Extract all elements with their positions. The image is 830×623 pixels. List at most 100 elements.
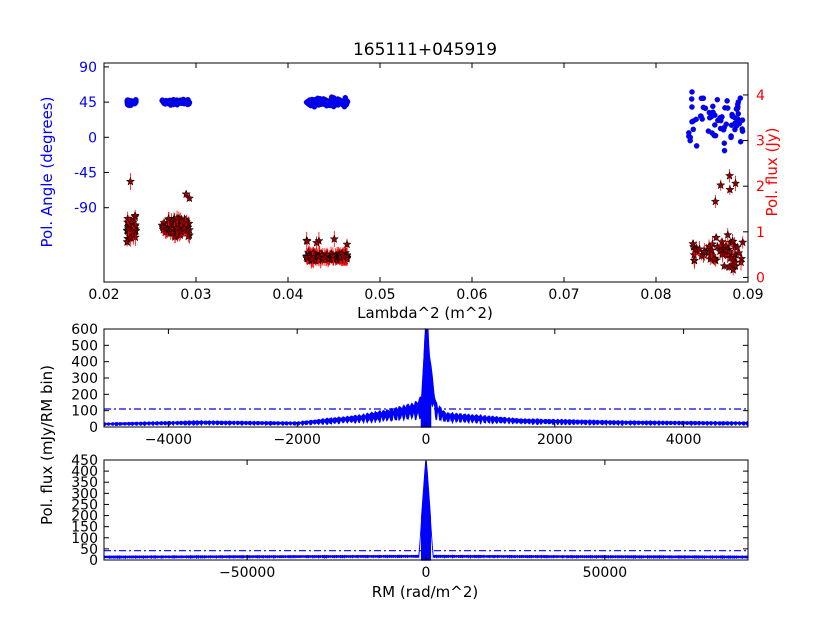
angle-point: [712, 122, 718, 128]
flux-point: [339, 251, 349, 260]
flux-point: [163, 213, 174, 223]
flux-point: [181, 189, 191, 199]
angle-point: [714, 96, 721, 103]
angle-point: [316, 101, 323, 107]
flux-point: [716, 241, 726, 251]
flux-point: [689, 255, 700, 265]
flux-point: [732, 242, 742, 252]
left-y-tick-label: 0: [88, 130, 97, 146]
angle-point: [328, 99, 334, 105]
angle-point: [728, 122, 735, 128]
flux-point: [311, 237, 322, 247]
angle-point: [699, 116, 705, 122]
x-tick-label: 0.02: [88, 287, 119, 303]
flux-point: [728, 236, 738, 246]
angle-point: [735, 118, 741, 124]
angle-point: [700, 104, 707, 111]
y-tick-label: 0: [89, 553, 98, 569]
left-y-tick-label: 45: [79, 95, 97, 111]
flux-point: [734, 248, 744, 257]
flux-point: [167, 228, 177, 238]
x-tick-label: 50000: [583, 565, 628, 581]
angle-point: [737, 138, 744, 145]
angle-point: [690, 126, 697, 133]
left-y-axis-label: Pol. Angle (degrees): [38, 97, 56, 248]
x-tick-label: 2000: [537, 432, 573, 448]
angle-point: [688, 96, 695, 102]
angle-point: [689, 118, 695, 125]
y-tick-label: 100: [71, 404, 98, 420]
y-tick-label: 400: [71, 355, 98, 371]
flux-point: [123, 223, 134, 233]
angle-point: [170, 100, 177, 107]
flux-point: [183, 231, 193, 241]
x-axis-label: Lambda^2 (m^2): [357, 304, 493, 322]
flux-point: [329, 234, 339, 244]
angle-point: [721, 147, 728, 154]
y-tick-label: 100: [71, 531, 98, 547]
flux-point: [130, 210, 140, 220]
angle-point: [706, 109, 713, 116]
flux-point: [302, 236, 312, 246]
flux-point: [730, 178, 741, 188]
angle-point: [126, 97, 132, 104]
y-tick-label: 350: [71, 475, 98, 491]
angle-point: [698, 95, 705, 102]
angle-point: [735, 99, 742, 105]
flux-point: [307, 254, 318, 264]
left-y-tick-label: 90: [79, 60, 97, 76]
angle-point: [722, 105, 728, 111]
x-tick-label: 0.08: [640, 287, 671, 303]
angle-point: [182, 99, 188, 105]
chart-title: 165111+045919: [353, 40, 497, 60]
x-tick-label: −2000: [274, 432, 321, 448]
y-tick-label: 150: [71, 520, 98, 536]
flux-point: [725, 253, 736, 262]
flux-point: [158, 222, 168, 232]
flux-point: [709, 254, 719, 264]
flux-point: [707, 245, 717, 255]
bottom-x-axis-label: RM (rad/m^2): [372, 583, 479, 601]
angle-point: [689, 89, 695, 95]
right-y-tick-label: 2: [756, 179, 765, 195]
y-tick-label: 600: [71, 322, 98, 338]
angle-point: [689, 104, 695, 110]
angle-point: [165, 99, 171, 105]
x-tick-label: −4000: [145, 432, 192, 448]
flux-point: [696, 251, 707, 260]
right-y-tick-label: 4: [756, 88, 765, 104]
y-tick-label: 500: [71, 338, 98, 354]
flux-point: [308, 248, 319, 258]
flux-point: [123, 213, 133, 223]
x-tick-label: 0: [422, 565, 431, 581]
flux-point: [172, 213, 182, 223]
x-tick-label: 0.07: [548, 287, 579, 303]
flux-point: [723, 230, 733, 240]
angle-point: [729, 113, 736, 120]
flux-point: [718, 249, 728, 258]
angle-point: [717, 115, 723, 121]
angle-point: [710, 103, 716, 110]
left-y-tick-label: -90: [74, 201, 97, 217]
x-tick-label: 0.04: [272, 287, 303, 303]
x-tick-label: 0.09: [732, 287, 763, 303]
angle-point: [177, 99, 183, 105]
right-y-tick-label: 0: [756, 270, 765, 286]
x-tick-label: 4000: [666, 432, 702, 448]
flux-point: [724, 170, 735, 180]
rm-spectrum-wide-panel: −50000 0 50000050100150200250300350400450 …: [71, 453, 749, 601]
flux-point: [688, 238, 698, 248]
flux-point: [738, 237, 748, 247]
right-y-tick-label: 1: [756, 225, 765, 241]
flux-point: [126, 233, 136, 243]
angle-point: [342, 100, 348, 106]
right-y-tick-label: 3: [756, 134, 765, 150]
flux-point: [342, 239, 352, 249]
flux-point: [320, 252, 330, 262]
y-tick-label: 300: [71, 486, 98, 502]
angle-point: [693, 116, 699, 123]
angle-point: [336, 98, 342, 104]
angle-point: [686, 130, 692, 136]
